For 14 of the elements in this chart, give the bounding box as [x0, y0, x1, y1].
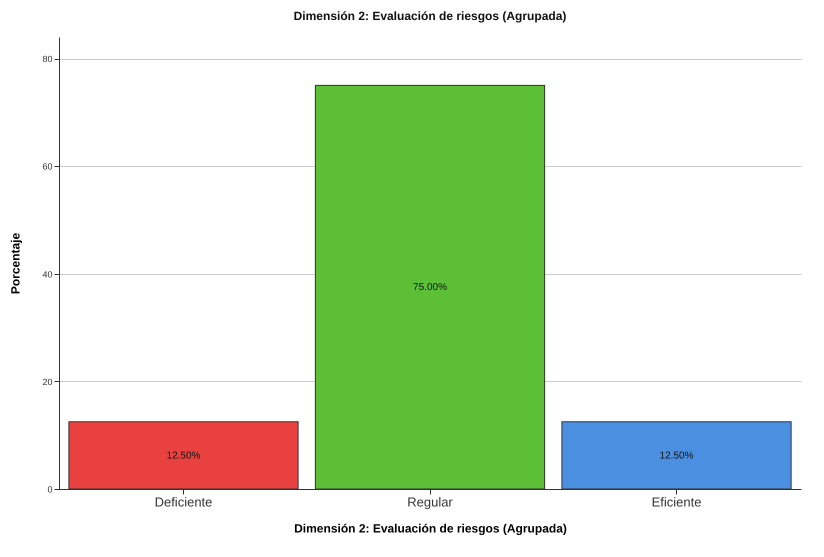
x-axis-title: Dimensión 2: Evaluación de riesgos (Agrupada): [294, 522, 567, 536]
data-label: 12.50%: [166, 450, 201, 462]
y-axis-title: Porcentaje: [8, 232, 22, 294]
y-tick-label: 80: [42, 54, 52, 64]
x-tick-label: Regular: [407, 494, 454, 510]
y-tick-label: 20: [42, 376, 52, 387]
y-tick-label: 40: [42, 269, 52, 280]
x-tick-label: Deficiente: [154, 494, 212, 510]
chart-title: Dimensión 2: Evaluación de riesgos (Agrupada): [294, 9, 566, 23]
data-label: 12.50%: [660, 450, 694, 462]
x-tick-label: Eficiente: [652, 494, 702, 510]
y-tick-label: 60: [42, 162, 52, 172]
data-label: 75.00%: [413, 282, 448, 294]
y-tick-label: 0: [47, 484, 52, 494]
